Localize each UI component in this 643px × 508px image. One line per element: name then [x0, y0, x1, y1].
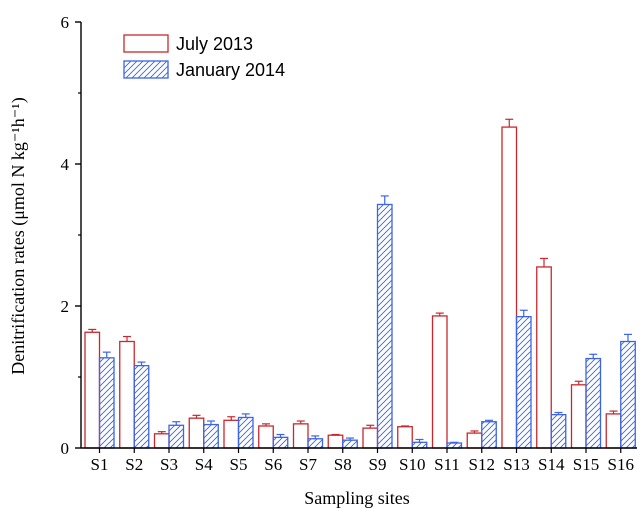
- bar-july-2013-s10: [397, 426, 413, 449]
- bar-july-2013-s6: [258, 425, 274, 449]
- x-tick-label-s6: S6: [264, 455, 282, 474]
- x-tick-label-s16: S16: [608, 455, 634, 474]
- bar-july-2013-s11: [431, 315, 448, 449]
- bar-january-2014-s1: [98, 357, 115, 449]
- bar-january-2014-s13: [515, 315, 532, 449]
- bar-january-2014-s10: [411, 441, 428, 449]
- bar-july-2013-s16: [605, 413, 622, 449]
- y-tick-label: 0: [61, 439, 70, 458]
- bar-january-2014-s2: [133, 364, 150, 449]
- bar-july-2013-s9: [362, 427, 379, 449]
- bar-january-2014-s3: [168, 424, 185, 449]
- legend: July 2013 January 2014: [123, 34, 285, 80]
- bar-january-2014-s5: [237, 416, 254, 449]
- x-tick-label-s3: S3: [160, 455, 178, 474]
- x-tick-label-s10: S10: [399, 455, 425, 474]
- bar-july-2013-s13: [501, 126, 518, 449]
- legend-swatch-july-2013: [123, 34, 169, 53]
- y-tick-label: 4: [61, 155, 70, 174]
- bar-july-2013-s14: [536, 266, 552, 449]
- x-tick-label-s14: S14: [538, 455, 565, 474]
- x-tick-label-s12: S12: [469, 455, 495, 474]
- x-tick-label-s4: S4: [195, 455, 213, 474]
- bar-january-2014-s11: [446, 442, 463, 449]
- bar-july-2013-s1: [84, 331, 101, 449]
- x-tick-label-s5: S5: [230, 455, 248, 474]
- bar-january-2014-s4: [203, 423, 219, 449]
- bar-january-2014-s15: [585, 357, 602, 449]
- bar-july-2013-s3: [153, 433, 170, 449]
- bar-july-2013-s15: [570, 384, 587, 449]
- bar-january-2014-s9: [376, 203, 393, 449]
- bar-july-2013-s2: [119, 340, 135, 449]
- x-tick-label-s9: S9: [369, 455, 387, 474]
- bar-january-2014-s16: [620, 340, 636, 449]
- x-tick-label-s7: S7: [299, 455, 317, 474]
- axes: 0 2 4 6 S1 S2 S3 S4 S5 S6 S7 S8 S9 S10 S11 S12 S13 S14 S15…: [61, 13, 637, 474]
- bar-july-2013-s5: [223, 419, 240, 449]
- x-tick-label-s1: S1: [91, 455, 109, 474]
- y-tick-label: 2: [61, 297, 70, 316]
- x-tick-label-s13: S13: [503, 455, 529, 474]
- bar-january-2014-s6: [272, 436, 289, 449]
- plot-area: [84, 118, 636, 449]
- bar-july-2013-s8: [327, 434, 344, 449]
- bar-january-2014-s8: [342, 439, 358, 449]
- x-tick-label-s11: S11: [434, 455, 460, 474]
- y-tick-label: 6: [61, 13, 70, 32]
- bar-january-2014-s7: [307, 438, 324, 449]
- x-axis-title: Sampling sites: [304, 488, 410, 508]
- y-axis-title: Denitrification rates (μmol N kg⁻¹h⁻¹): [8, 97, 29, 374]
- bar-january-2014-s12: [481, 421, 497, 449]
- x-tick-label-s8: S8: [334, 455, 352, 474]
- bar-july-2013-s4: [188, 417, 205, 449]
- x-tick-label-s2: S2: [125, 455, 143, 474]
- legend-label-july-2013: July 2013: [176, 34, 253, 54]
- legend-label-january-2014: January 2014: [176, 60, 285, 80]
- x-tick-label-s15: S15: [573, 455, 599, 474]
- bar-january-2014-s14: [550, 413, 567, 449]
- legend-swatch-january-2014: [123, 60, 169, 79]
- bar-july-2013-s7: [292, 423, 309, 449]
- bar-july-2013-s12: [466, 432, 483, 449]
